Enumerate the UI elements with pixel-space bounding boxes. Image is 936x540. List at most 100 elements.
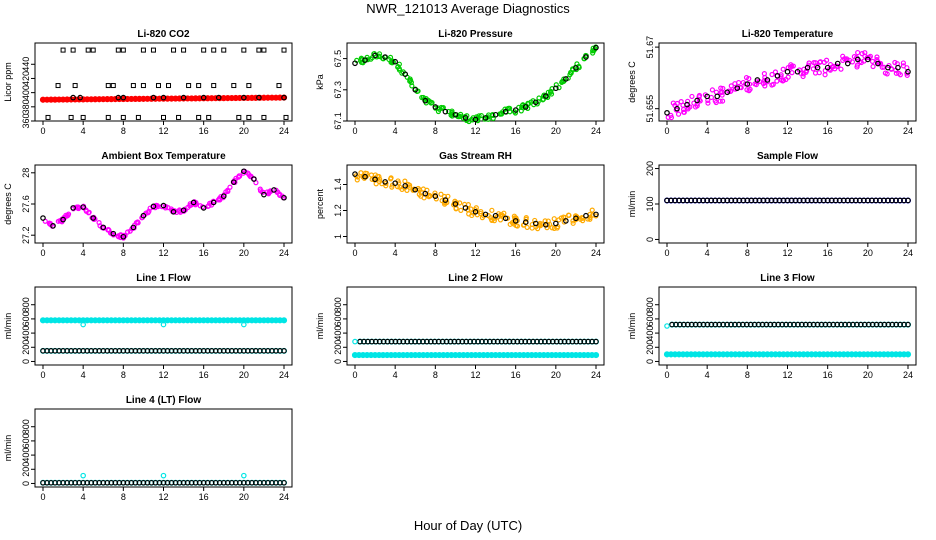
- x-tick-label: 24: [903, 126, 913, 136]
- cloud-point: [689, 93, 695, 100]
- x-tick-label: 20: [551, 370, 561, 380]
- data-point: [553, 220, 559, 227]
- x-tick-label: 24: [591, 126, 601, 136]
- data-point: [241, 47, 247, 53]
- cloud-point: [358, 170, 364, 176]
- y-tick-label: 400: [333, 326, 343, 341]
- cloud-point: [537, 223, 544, 229]
- cloud-point: [551, 216, 557, 222]
- x-tick-label: 8: [745, 248, 750, 258]
- cloud-point: [387, 176, 394, 182]
- cloud-point: [245, 170, 251, 176]
- y-tick-label: 200: [21, 340, 31, 355]
- y-tick-label: 67.1: [333, 112, 343, 130]
- data-point: [140, 212, 147, 219]
- cloud-point: [719, 98, 726, 104]
- data-point: [150, 203, 157, 210]
- cloud-point: [694, 101, 700, 107]
- y-tick-label: 400: [21, 448, 31, 463]
- data-point: [824, 64, 831, 71]
- cloud-point: [719, 92, 725, 98]
- data-point: [105, 114, 111, 120]
- data-point: [241, 94, 247, 101]
- cloud-point: [576, 64, 582, 71]
- x-tick-label: 0: [352, 248, 357, 258]
- data-point: [532, 220, 539, 227]
- x-tick-label: 24: [591, 370, 601, 380]
- x-tick-label: 16: [199, 126, 209, 136]
- x-tick-label: 20: [863, 370, 873, 380]
- x-tick-label: 12: [470, 248, 480, 258]
- data-point: [492, 212, 499, 219]
- cloud-point: [516, 104, 522, 110]
- series-line-flow-trace: [39, 94, 288, 103]
- cloud-point: [566, 212, 572, 219]
- cloud-point: [769, 71, 775, 78]
- plot-frame: [346, 164, 605, 244]
- x-tick-label: 16: [511, 126, 521, 136]
- cloud-point: [760, 80, 766, 87]
- y-tick-label: 360: [21, 113, 31, 128]
- cloud-point: [497, 217, 504, 223]
- data-point: [281, 47, 287, 53]
- data-point: [120, 114, 126, 120]
- cloud-point: [708, 94, 715, 101]
- cloud-point: [580, 218, 586, 224]
- cloud-point: [685, 98, 691, 104]
- chart-pressure: Li-820 Pressure 0 4 8 12 16 20 24 67.1 67.3 67.5 kP…: [315, 29, 605, 136]
- data-point: [895, 64, 901, 71]
- cloud-point: [685, 104, 691, 110]
- cloud-point: [524, 224, 530, 231]
- x-tick-label: 24: [903, 248, 913, 258]
- x-tick-label: 4: [81, 126, 86, 136]
- series-cal-high: [60, 47, 287, 53]
- data-point: [60, 216, 66, 223]
- data-point: [155, 83, 161, 89]
- cloud-point: [438, 191, 444, 197]
- x-tick-label: 8: [745, 370, 750, 380]
- data-point: [865, 56, 871, 63]
- x-tick-label: 8: [121, 370, 126, 380]
- data-point: [412, 87, 419, 93]
- cloud-point: [746, 75, 752, 82]
- y-tick-label: 800: [21, 419, 31, 434]
- y-tick-label: 67.5: [333, 50, 343, 68]
- y-tick-label: 440: [21, 57, 31, 72]
- y-axis-label: ml/min: [627, 313, 637, 340]
- data-point: [60, 47, 66, 53]
- x-tick-label: 12: [470, 370, 480, 380]
- data-point: [90, 47, 96, 53]
- data-point: [150, 94, 157, 101]
- data-point: [80, 204, 86, 210]
- x-tick-label: 12: [782, 126, 792, 136]
- data-point: [241, 321, 247, 328]
- cloud-point: [215, 197, 221, 203]
- plot-frame: [34, 42, 293, 122]
- data-point: [200, 94, 207, 101]
- cloud-point: [397, 184, 403, 190]
- data-point: [246, 83, 252, 89]
- data-point: [352, 171, 358, 177]
- cloud-point: [389, 184, 395, 190]
- data-point: [246, 114, 252, 120]
- cloud-point: [365, 57, 371, 63]
- x-tick-label: 16: [511, 370, 521, 380]
- data-point: [442, 197, 449, 203]
- data-point: [714, 93, 721, 100]
- cloud-point: [780, 66, 786, 72]
- x-tick-label: 12: [158, 248, 168, 258]
- y-tick-label: 1.2: [333, 204, 343, 217]
- data-point: [592, 351, 600, 359]
- x-tick-label: 16: [823, 370, 833, 380]
- data-point: [905, 197, 911, 204]
- data-point: [804, 64, 811, 71]
- cloud-point: [694, 103, 700, 109]
- data-point: [221, 47, 227, 53]
- data-point: [402, 71, 409, 78]
- cloud-point: [548, 88, 554, 94]
- data-point: [72, 83, 78, 89]
- x-tick-label: 16: [823, 126, 833, 136]
- y-tick-label: 400: [21, 85, 31, 100]
